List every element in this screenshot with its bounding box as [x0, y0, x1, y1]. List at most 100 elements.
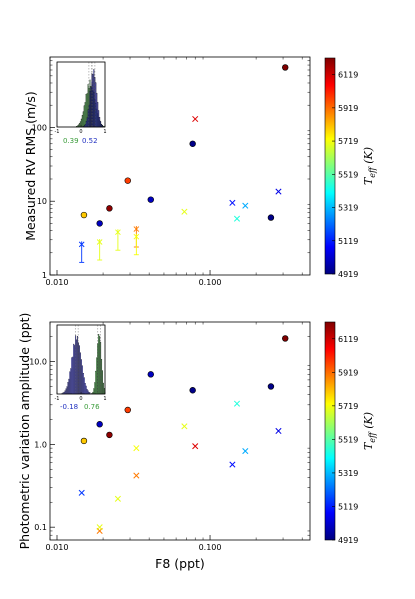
inset-bar-green	[79, 121, 81, 128]
inset-bar-blue	[90, 86, 92, 128]
rv-x-ticks: 0.010 0.100	[46, 57, 303, 287]
inset-bar-green	[82, 111, 84, 128]
inset-tick-label: 0	[79, 396, 82, 402]
inset-bar-blue	[76, 339, 78, 395]
phot-data-marks	[78, 335, 289, 535]
rv-inset-ticks: -1 0 1	[55, 125, 107, 135]
y-tick-label: 0.1	[34, 523, 47, 532]
inset-bar-blue	[86, 117, 88, 128]
inset-bar-blue	[84, 124, 86, 128]
phot-colorbar-label: Teff (K)	[362, 412, 377, 450]
data-point-circle	[147, 371, 154, 378]
inset-bar-blue	[73, 343, 75, 395]
inset-bar-blue	[96, 92, 98, 128]
data-point-x	[78, 489, 85, 496]
inset-bar-blue	[99, 117, 101, 128]
inset-tick-label: 0	[79, 129, 82, 135]
inset-bar-blue	[84, 383, 86, 395]
data-point-circle	[267, 214, 275, 221]
colorbar-tick-label: 5119	[338, 502, 358, 511]
phot-y-ticks: 0.1 1.0 10.0	[29, 336, 310, 536]
phot-x-ticks: 0.010 0.100	[46, 322, 303, 552]
inset-tick-label: 1	[103, 396, 106, 402]
data-point-x	[114, 495, 121, 502]
inset-bar-green	[98, 334, 100, 395]
inset-bar-blue	[69, 371, 71, 395]
data-point-circle	[96, 220, 103, 227]
inset-bar-blue	[86, 389, 88, 395]
inset-bar-blue	[101, 124, 103, 128]
data-point-circle	[124, 177, 131, 184]
y-tick-label: 1	[42, 271, 47, 280]
inset-bar-blue	[92, 74, 94, 128]
x-tick-label: 0.100	[199, 278, 222, 287]
inset-bar-blue	[66, 386, 68, 395]
inset-bar-blue	[68, 378, 70, 395]
data-point-circle	[147, 196, 154, 203]
colorbar-tick-label: 5919	[338, 368, 358, 377]
inset-bar-blue	[85, 120, 87, 128]
data-point-x	[229, 199, 236, 206]
inset-tick-label: 1	[103, 129, 106, 135]
inset-bar-blue	[65, 388, 67, 395]
inset-bar-green	[94, 382, 96, 395]
rv-inset-value-green: 0.39	[63, 137, 79, 145]
inset-tick-label: -1	[55, 396, 60, 402]
inset-bar-blue	[83, 377, 85, 395]
data-point-x	[181, 423, 188, 430]
inset-bar-green	[103, 388, 105, 395]
x-tick-label: 0.010	[46, 543, 69, 552]
inset-bar-blue	[87, 390, 89, 395]
data-point-circle	[106, 431, 113, 439]
colorbar-tick-label: 5719	[338, 137, 358, 146]
colorbar-tick-label: 5719	[338, 402, 358, 411]
phot-plot-frame	[49, 321, 311, 541]
inset-bar-blue	[71, 357, 73, 395]
inset-bar-blue	[72, 356, 74, 395]
inset-bar-green	[102, 382, 104, 395]
colorbar-tick-label: 5319	[338, 469, 358, 478]
data-point-x	[275, 427, 282, 435]
inset-bar-blue	[80, 359, 82, 395]
colorbar-tick-label: 5119	[338, 237, 358, 246]
inset-bar-green	[99, 336, 101, 395]
phot-inset-bars	[61, 325, 105, 395]
inset-bar-green	[78, 123, 80, 128]
x-tick-label: 0.010	[46, 278, 69, 287]
inset-bar-blue	[89, 91, 91, 128]
phot-inset-value-blue: -0.18	[60, 403, 78, 411]
colorbar-tick-label: 6119	[338, 71, 358, 80]
inset-bar-blue	[85, 385, 87, 395]
data-point-x	[233, 400, 241, 407]
inset-bar-blue	[97, 102, 99, 128]
x-tick-label: 0.100	[199, 543, 222, 552]
colorbar-tick-label: 5919	[338, 104, 358, 113]
data-point-circle	[189, 140, 196, 147]
y-tick-label: 10	[37, 197, 47, 206]
inset-bar-blue	[100, 121, 102, 128]
y-tick-label: 100	[32, 123, 47, 132]
phot-y-axis-label: Photometric variation amplitude (ppt)	[17, 313, 32, 550]
inset-bar-blue	[81, 365, 83, 395]
inset-bar-green	[81, 115, 83, 128]
inset-bar-green	[84, 102, 86, 128]
inset-bar-green	[101, 370, 104, 395]
data-point-x	[181, 208, 188, 215]
phot-colorbar: 6119 5919 5719 5519 5319 5119 4919 Teff (K)	[324, 321, 377, 545]
inset-bar-blue	[93, 69, 95, 128]
phot-inset-value-green: 0.76	[84, 403, 100, 411]
inset-bar-blue	[67, 382, 69, 395]
phot-colorbar-ticks: 6119 5919 5719 5519 5319 5119 4919	[332, 335, 358, 545]
rv-data-marks	[78, 64, 289, 263]
inset-bar-blue	[79, 352, 81, 395]
inset-bar-blue	[82, 372, 84, 395]
inset-bar-blue	[95, 82, 97, 128]
inset-bar-green	[96, 357, 98, 395]
photometric-panel: 0.010 0.100 0.1 1.0 10.0 Photometric variat…	[17, 313, 377, 571]
phot-inset-ticks: -1 0 1	[55, 392, 107, 402]
inset-bar-green	[93, 388, 95, 395]
data-point-x	[192, 443, 199, 450]
inset-bar-blue	[87, 109, 89, 128]
y-tick-label: 1.0	[34, 440, 47, 449]
